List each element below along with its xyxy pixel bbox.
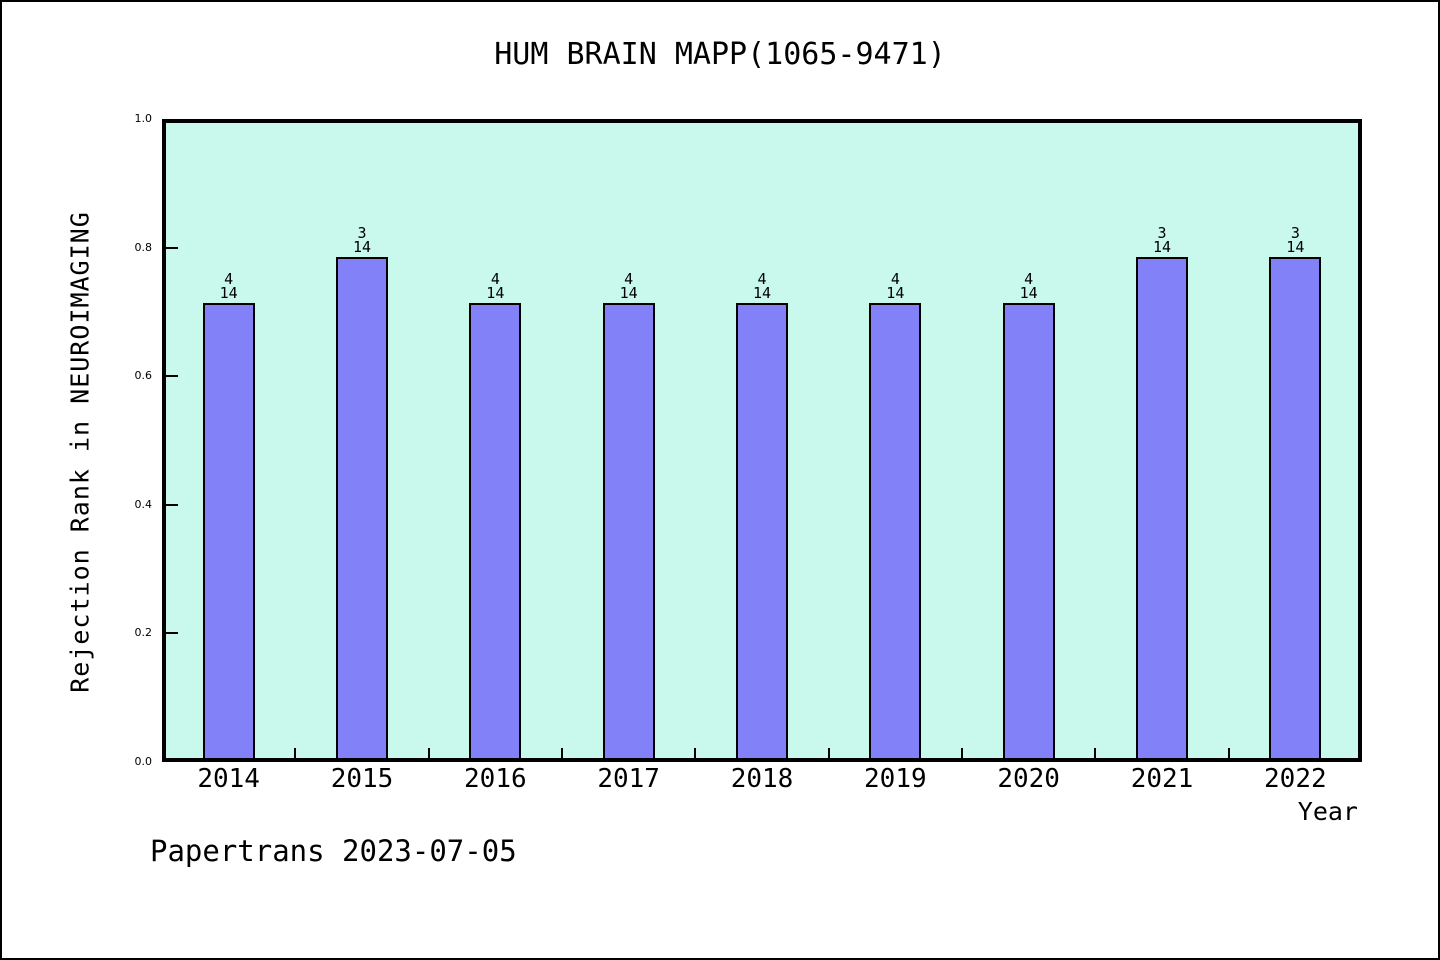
y-axis-tick	[166, 632, 178, 634]
x-axis-minor-tick	[694, 748, 697, 758]
x-axis-minor-tick	[827, 748, 830, 758]
x-axis-minor-tick	[1094, 748, 1097, 758]
y-axis-tick	[166, 375, 178, 377]
y-axis-tick	[166, 247, 178, 249]
bar-2021	[1136, 257, 1188, 762]
bar-label-denominator: 14	[1019, 284, 1038, 302]
bar-label-numerator: 4	[757, 270, 767, 288]
bar-label-denominator: 14	[619, 284, 638, 302]
footer-note: Papertrans 2023-07-05	[150, 834, 517, 868]
bar-label-numerator: 3	[357, 224, 367, 242]
bar-value-label-2015: 3 14	[352, 224, 372, 256]
x-tick-label-2021: 2021	[1130, 764, 1194, 794]
x-tick-label-2014: 2014	[197, 764, 260, 794]
x-tick-label-2018: 2018	[730, 764, 794, 794]
y-axis-title: Rejection Rank in NEUROIMAGING	[65, 211, 95, 693]
x-tick-label-2016: 2016	[464, 764, 527, 794]
chart-title: HUM BRAIN MAPP(1065-9471)	[494, 37, 946, 72]
bar-value-label-2018: 4 14	[752, 270, 772, 302]
y-tick-label-0.4: 0.4	[134, 498, 153, 511]
bar-label-numerator: 4	[1024, 270, 1034, 288]
bar-value-label-2016: 4 14	[486, 270, 505, 302]
x-axis-minor-tick	[427, 748, 430, 758]
bar-label-numerator: 4	[224, 270, 234, 288]
bar-value-label-2014: 4 14	[219, 270, 238, 302]
bar-2018	[736, 303, 788, 762]
bar-label-denominator: 14	[219, 284, 238, 302]
y-tick-label-1.0: 1.0	[134, 112, 153, 125]
x-axis-title: Year	[1297, 797, 1358, 826]
bar-value-label-2022: 3 14	[1286, 224, 1305, 256]
x-axis-minor-tick	[961, 748, 963, 758]
y-tick-label-0.2: 0.2	[134, 626, 153, 639]
bar-value-label-2019: 4 14	[886, 270, 905, 302]
bar-label-denominator: 14	[752, 284, 772, 302]
x-tick-label-2019: 2019	[864, 764, 927, 794]
bar-label-numerator: 3	[1290, 224, 1300, 242]
bar-value-label-2021: 3 14	[1152, 224, 1172, 256]
x-tick-label-2017: 2017	[597, 764, 660, 794]
x-axis-minor-tick	[1227, 748, 1230, 758]
bar-2019	[869, 303, 922, 762]
y-tick-label-0.6: 0.6	[134, 369, 153, 382]
bar-label-numerator: 4	[624, 270, 634, 288]
bar-2014	[202, 303, 255, 762]
x-axis-minor-tick	[561, 748, 563, 758]
bar-2016	[469, 303, 522, 762]
x-tick-label-2015: 2015	[330, 764, 394, 794]
plot-area: 4 14 3 14 4 14 4 14 4 14 4 14 4 14 3 14 3 14	[162, 119, 1362, 762]
bar-label-numerator: 4	[890, 270, 900, 288]
bar-label-denominator: 14	[1286, 238, 1305, 256]
bar-label-denominator: 14	[886, 284, 905, 302]
x-axis-minor-tick	[294, 748, 297, 758]
bar-2020	[1002, 303, 1055, 762]
bar-label-denominator: 14	[1152, 238, 1172, 256]
y-axis-tick	[166, 504, 178, 506]
bar-2015	[336, 257, 388, 762]
bar-value-label-2017: 4 14	[619, 270, 638, 302]
bar-label-numerator: 3	[1157, 224, 1167, 242]
y-tick-label-0.8: 0.8	[134, 241, 153, 254]
x-tick-label-2022: 2022	[1264, 764, 1327, 794]
bar-2022	[1269, 257, 1322, 762]
bar-2017	[602, 303, 655, 762]
bar-value-label-2020: 4 14	[1019, 270, 1038, 302]
bar-label-numerator: 4	[490, 270, 500, 288]
y-tick-label-0.0: 0.0	[134, 755, 153, 768]
x-tick-label-2020: 2020	[997, 764, 1060, 794]
bar-label-denominator: 14	[486, 284, 505, 302]
bar-label-denominator: 14	[352, 238, 372, 256]
